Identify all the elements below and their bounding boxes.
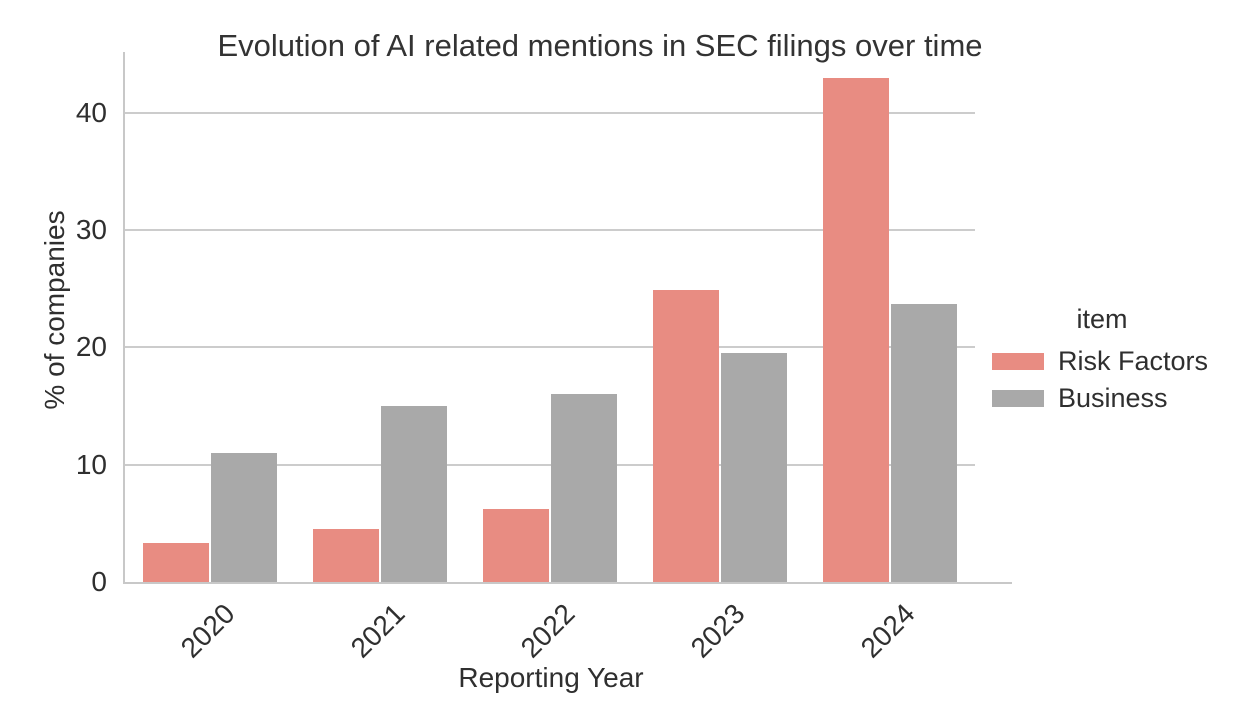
legend-label-risk-factors: Risk Factors <box>1058 346 1209 376</box>
plot-area: 0 10 20 30 40 2020 2021 2022 2023 2024 <box>76 52 1012 664</box>
bar-2022-business <box>551 394 617 582</box>
legend-label-business: Business <box>1058 383 1168 413</box>
bar-2020-risk-factors <box>143 543 209 582</box>
x-tick-label-2021: 2021 <box>344 597 411 664</box>
bar-2021-risk-factors <box>313 529 379 582</box>
bar-2024-business <box>891 304 957 582</box>
legend: item Risk Factors Business <box>985 303 1225 417</box>
legend-swatch-risk-factors <box>992 353 1044 370</box>
legend-swatch-business <box>992 390 1044 407</box>
x-axis-label: Reporting Year <box>458 662 644 693</box>
bar-2024-risk-factors <box>823 77 889 582</box>
gridline-y-40 <box>125 111 975 114</box>
y-tick-label-10: 10 <box>75 448 107 480</box>
x-axis-line <box>123 582 1012 584</box>
gridline-y-20 <box>125 346 975 349</box>
bar-2022-risk-factors <box>483 509 549 582</box>
legend-item-risk-factors: Risk Factors <box>985 343 1225 380</box>
bar-2023-business <box>721 353 787 582</box>
bar-2021-business <box>381 406 447 582</box>
y-axis-spine <box>123 52 125 584</box>
y-axis-label: % of companies <box>39 210 70 410</box>
gridline-y-30 <box>125 229 975 232</box>
y-tick-label-40: 40 <box>75 96 107 128</box>
bar-2023-risk-factors <box>653 290 719 582</box>
chart-title: Evolution of AI related mentions in SEC … <box>217 28 983 63</box>
x-tick-label-2024: 2024 <box>854 597 921 664</box>
gridline-y-10 <box>125 463 975 466</box>
x-tick-label-2020: 2020 <box>174 597 241 664</box>
bar-2020-business <box>211 453 277 582</box>
legend-title: item <box>1076 304 1128 334</box>
y-tick-label-0: 0 <box>91 566 107 597</box>
y-tick-label-30: 30 <box>75 214 107 246</box>
y-tick-label-20: 20 <box>75 331 107 363</box>
legend-item-business: Business <box>985 380 1225 417</box>
